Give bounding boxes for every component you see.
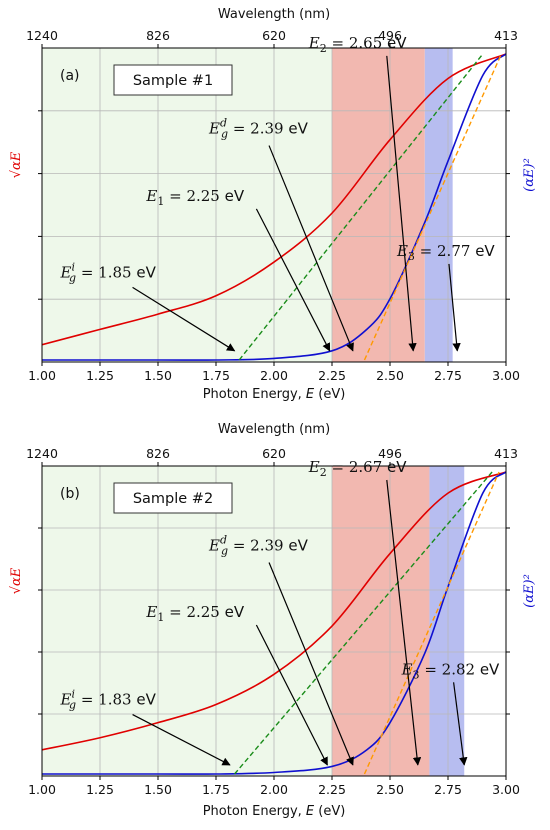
annotation-label: E2 = 2.65 eV [308,34,407,55]
x-tick-label: 1.75 [202,782,230,797]
y-axis-title-right: (αE)² [522,574,537,608]
series-line-squared [42,53,506,361]
top-tick-label: 1240 [26,446,58,461]
series-line-tauc-indirect [363,471,500,775]
annotation-label: E2 = 2.67 eV [308,458,407,479]
annotation-arrow [386,479,422,766]
annotation-arrow [453,682,468,766]
top-tick-label: 620 [262,28,286,43]
annotation-label: Ei g = 1.83 eV [60,688,157,712]
annotation-arrow [268,562,354,766]
x-tick-label: 2.75 [434,782,462,797]
shaded-region-1 [42,466,332,776]
series-line-squared [42,471,506,775]
annotation-arrow [132,714,231,766]
annotation-arrow [255,624,328,766]
annotation-arrow [386,55,417,352]
top-tick-label: 496 [378,28,402,43]
annotation-label: E3 = 2.82 eV [401,660,500,681]
annotation-arrow [132,286,236,352]
shaded-region-2 [332,48,425,362]
x-tick-label: 1.50 [144,782,172,797]
plot-area [42,48,506,362]
top-tick-label: 413 [494,446,518,461]
series-line-sqrt [42,471,506,751]
x-tick-label: 1.25 [86,782,114,797]
x-tick-label: 2.50 [376,368,404,383]
x-tick-label: 2.75 [434,368,462,383]
annotation-label: E3 = 2.77 eV [396,242,495,263]
top-tick-label: 496 [378,446,402,461]
panel-label: (a) [60,68,80,84]
top-tick-label: 826 [146,28,170,43]
x-tick-label: 1.00 [28,782,56,797]
annotation-arrow [268,145,354,352]
x-tick-label: 1.75 [202,368,230,383]
y-axis-title-left: √αE [9,151,24,178]
annotation-label: Ei g = 1.85 eV [60,260,157,284]
x-tick-label: 1.25 [86,368,114,383]
x-axis-title: Photon Energy, E (eV) [203,804,346,819]
y-axis-title-left: √αE [9,567,24,594]
sample-label: Sample #2 [133,491,213,507]
sample-box [113,482,233,514]
top-tick-label: 1240 [26,28,58,43]
x-axis-title: Photon Energy, E (eV) [203,387,346,402]
panel-label: (b) [60,486,80,502]
annotation-arrow [448,263,461,352]
top-tick-label: 826 [146,446,170,461]
annotation-label: Ed g = 2.39 eV [208,534,309,558]
shaded-region-3 [429,466,465,776]
x-tick-label: 1.50 [144,368,172,383]
series-line-tauc-direct [234,471,493,775]
plot-area [42,466,506,776]
annotation-label: Ed g = 2.39 eV [208,117,309,141]
panel-b: 1.00 1.25 1.50 1.75 2.00 2.25 2.50 2.75 3.00 1240… [9,422,537,819]
y-axis-title-right: (αE)² [522,158,537,192]
x-tick-label: 3.00 [492,782,520,797]
panel-a: 1.00 1.25 1.50 1.75 2.00 2.25 2.50 2.75 3.00 1240… [9,7,537,402]
annotation-arrow [255,208,331,352]
x-tick-label: 1.00 [28,368,56,383]
x-tick-label: 2.25 [318,368,346,383]
sample-box [113,64,233,96]
shaded-region-1 [42,48,332,362]
x-tick-label: 3.00 [492,368,520,383]
annotation-label: E1 = 2.25 eV [145,603,244,624]
x-tick-label: 2.00 [260,368,288,383]
shaded-region-2 [332,466,430,776]
x-tick-label: 2.50 [376,782,404,797]
x-tick-label: 2.25 [318,782,346,797]
series-line-tauc-direct [238,53,484,361]
series-line-sqrt [42,53,506,346]
annotation-label: E1 = 2.25 eV [145,187,244,208]
top-tick-label: 413 [494,28,518,43]
top-axis-title: Wavelength (nm) [218,7,330,22]
sample-label: Sample #1 [133,73,213,89]
top-axis-title: Wavelength (nm) [218,422,330,437]
x-tick-label: 2.00 [260,782,288,797]
top-tick-label: 620 [262,446,286,461]
